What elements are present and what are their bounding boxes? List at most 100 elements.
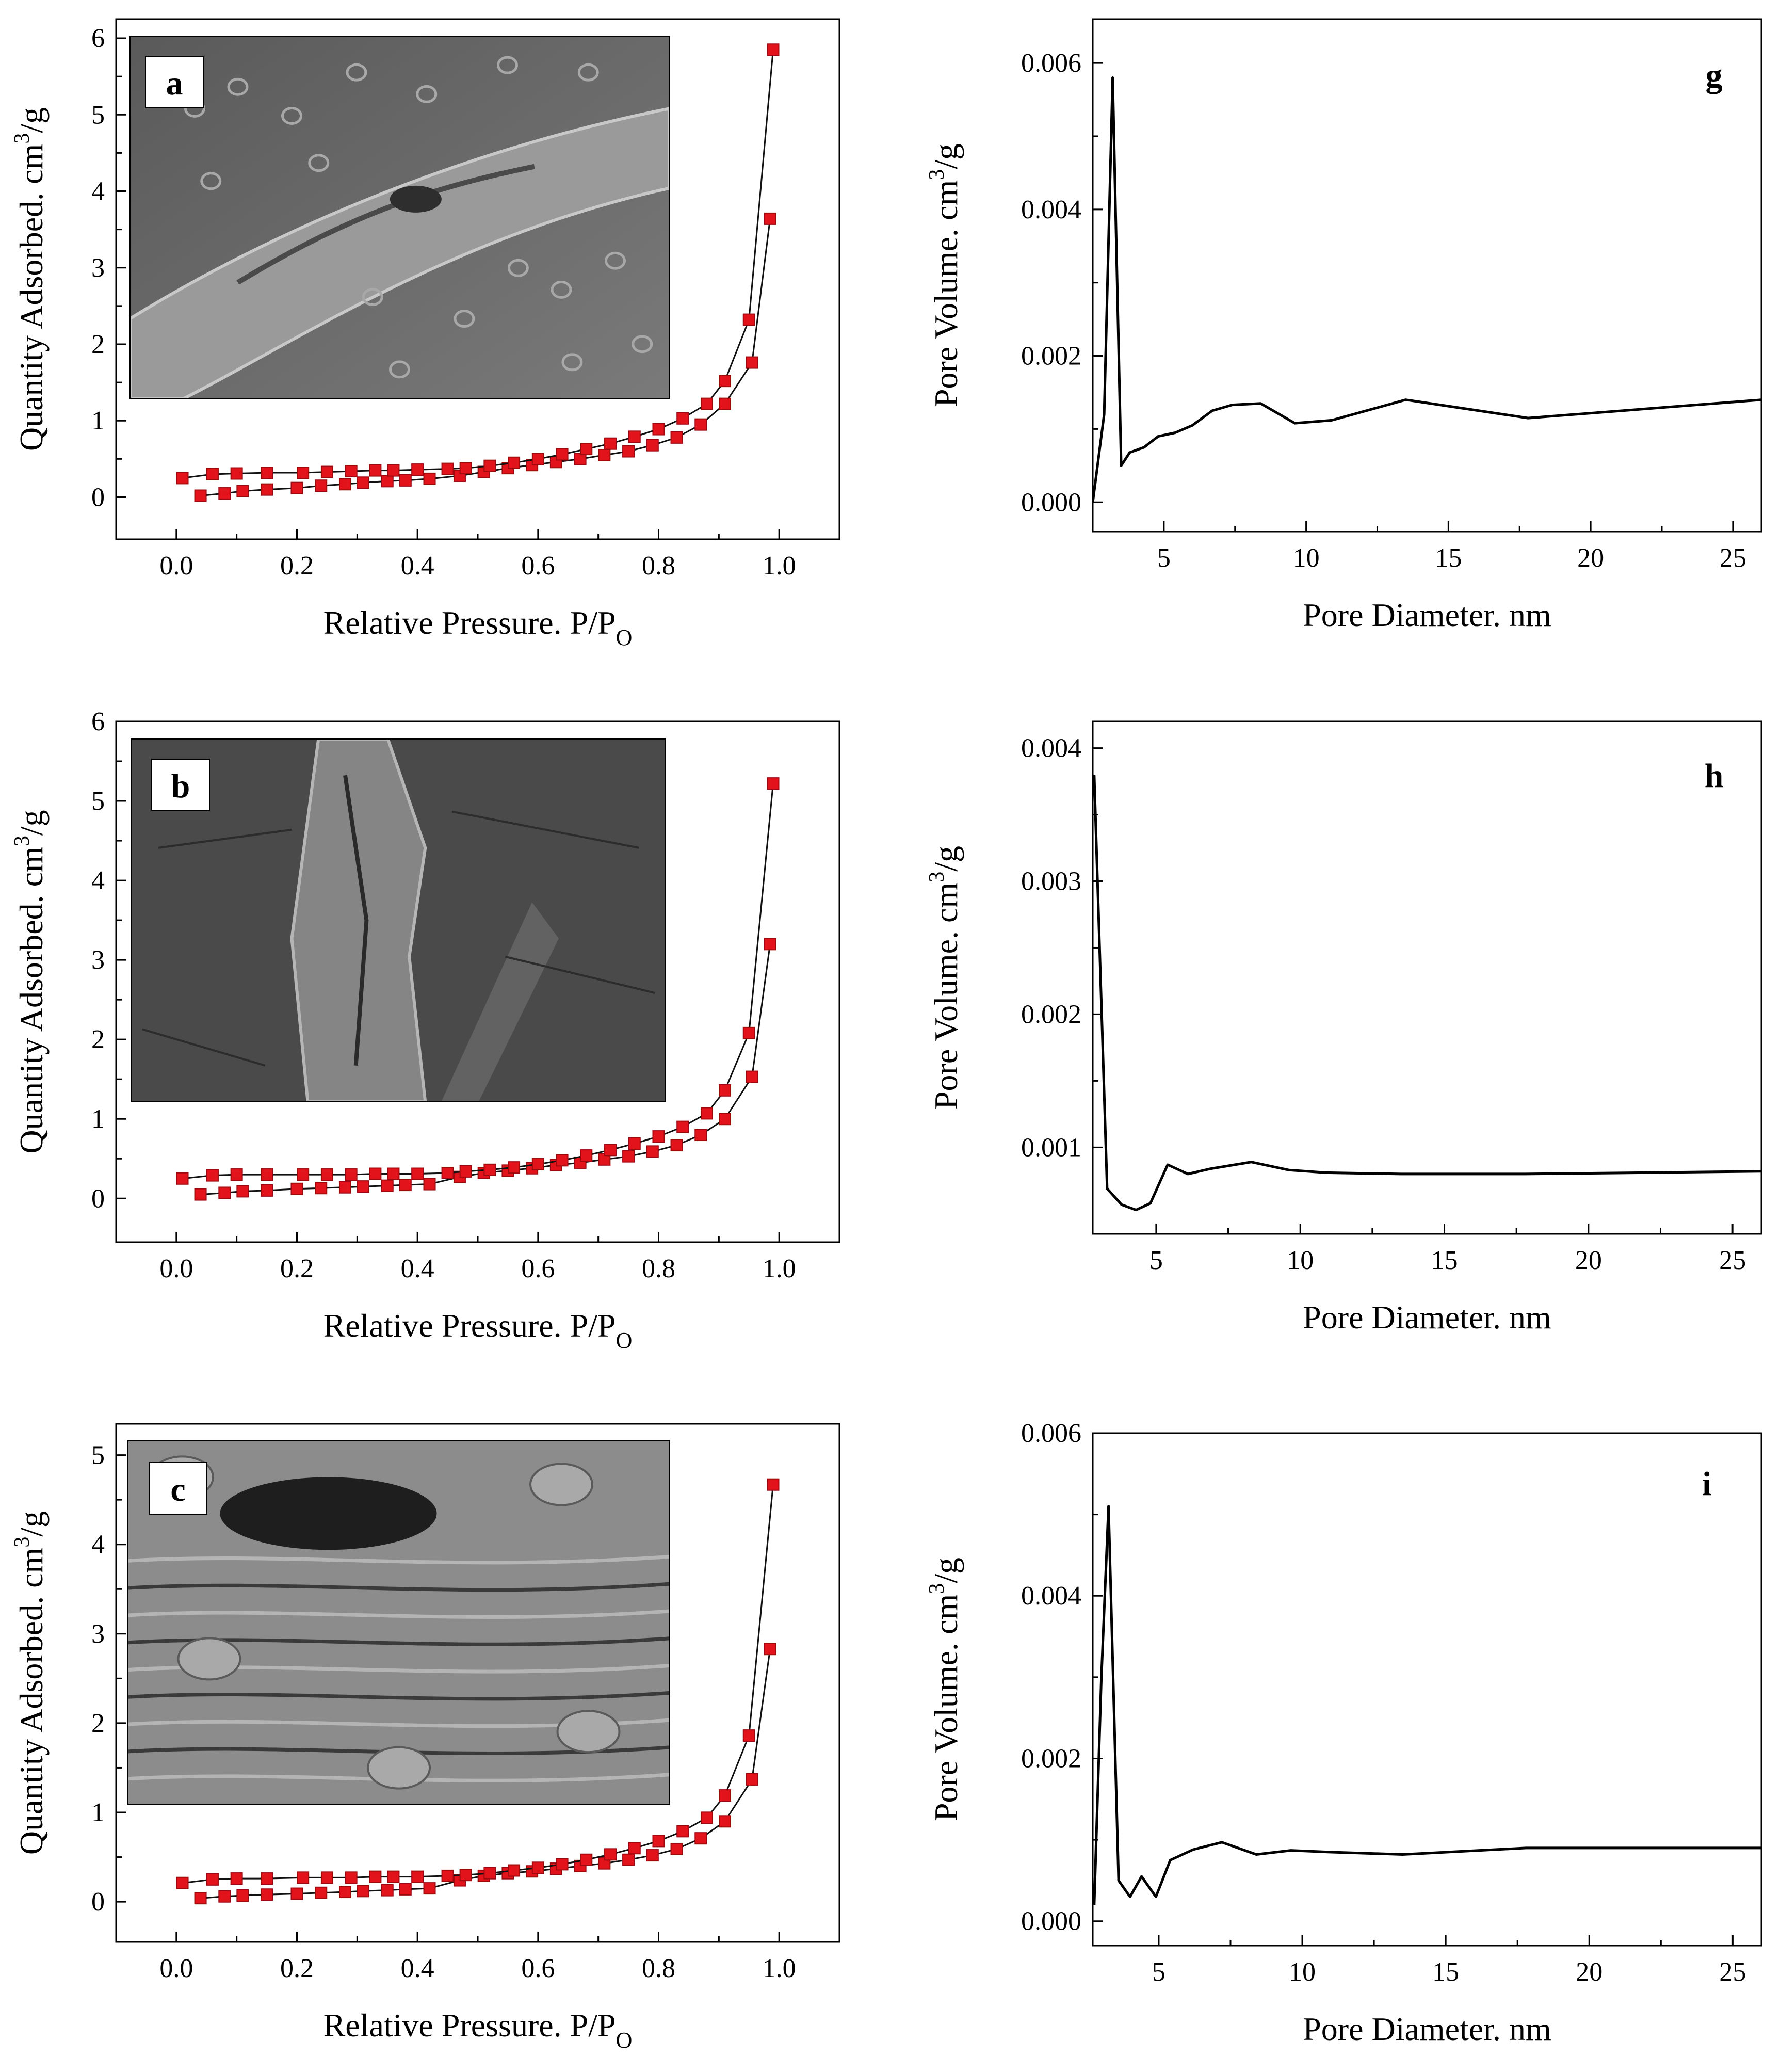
y-axis-label-unit: /g	[13, 810, 50, 836]
data-point-desorption	[508, 1161, 521, 1174]
flake-chunk	[556, 1710, 621, 1754]
data-point-adsorption	[290, 481, 303, 494]
data-point-desorption	[652, 1835, 665, 1848]
x-tick-label: 25	[1719, 1246, 1746, 1275]
y-tick-label: 0.002	[1021, 342, 1081, 371]
data-point-desorption	[700, 397, 713, 410]
data-point-adsorption	[670, 1842, 683, 1855]
panel-label-box	[145, 56, 204, 108]
layered-fragment	[290, 739, 427, 1102]
data-point-desorption	[320, 465, 333, 478]
fiber-edge	[236, 164, 535, 285]
data-point-adsorption	[764, 1643, 776, 1656]
data-point-adsorption	[338, 1181, 351, 1194]
data-point-desorption	[176, 1876, 189, 1889]
inset-texture	[130, 56, 669, 398]
data-point-desorption	[459, 1869, 472, 1882]
y-tick-label: 2	[91, 1025, 105, 1054]
surface-pit	[507, 259, 529, 277]
surface-pit	[454, 310, 475, 328]
inset-texture	[128, 1441, 670, 1804]
data-point-desorption	[556, 1154, 569, 1167]
x-axis-label-subscript: O	[616, 2028, 633, 2053]
y-axis-label-superscript: 3	[925, 1583, 949, 1594]
y-axis-label-superscript: 3	[925, 169, 949, 180]
data-point-adsorption	[719, 1815, 732, 1828]
data-point-desorption	[508, 456, 521, 469]
x-tick-label: 1.0	[763, 1954, 796, 1983]
y-axis-label: Quantity Adsorbed. cm3/g	[10, 810, 50, 1153]
surface-pit	[346, 63, 367, 82]
data-point-desorption	[441, 1166, 454, 1179]
x-tick-label: 0.4	[401, 1954, 434, 1983]
data-point-desorption	[556, 1858, 569, 1871]
sem-inset-image	[129, 36, 670, 399]
y-axis-label: Quantity Adsorbed. cm3/g	[10, 107, 50, 451]
data-point-adsorption	[381, 1884, 394, 1897]
data-point-adsorption	[670, 1139, 683, 1152]
data-point-desorption	[297, 1168, 310, 1181]
data-point-desorption	[580, 1853, 593, 1866]
y-tick-label: 3	[91, 1619, 105, 1649]
data-point-adsorption	[746, 356, 758, 369]
surface-pit	[577, 63, 599, 82]
series-group	[176, 1478, 780, 1905]
surface-pit	[389, 360, 410, 379]
y-tick-label: 0.002	[1021, 1744, 1081, 1773]
data-point-desorption	[387, 464, 400, 477]
x-tick-label: 0.6	[521, 551, 555, 581]
data-point-desorption	[483, 1163, 496, 1176]
pore-distribution-line	[1093, 1505, 1761, 1905]
plot-frame	[1092, 18, 1762, 533]
y-axis-label-unit: /g	[13, 107, 50, 133]
data-point-desorption	[742, 1026, 755, 1039]
y-axis-label: Quantity Adsorbed. cm3/g	[10, 1511, 50, 1855]
panel-label: c	[170, 1471, 185, 1508]
data-point-desorption	[628, 1842, 641, 1855]
data-point-desorption	[411, 463, 424, 476]
x-axis-label: Relative Pressure. P/PO	[323, 1307, 633, 1353]
y-tick-label: 1	[91, 1798, 105, 1827]
data-point-desorption	[700, 1107, 713, 1120]
data-point-desorption	[441, 1869, 454, 1882]
x-tick-label: 0.8	[642, 1254, 675, 1283]
surface-pit	[551, 280, 572, 299]
y-tick-label: 4	[91, 177, 105, 206]
panel-label: a	[166, 65, 183, 102]
data-point-desorption	[652, 423, 665, 436]
data-point-adsorption	[236, 1889, 249, 1902]
data-point-adsorption	[381, 475, 394, 488]
data-point-adsorption	[357, 476, 370, 489]
data-point-desorption	[320, 1168, 333, 1181]
y-tick-label: 0.006	[1021, 1419, 1081, 1448]
y-tick-label: 0.004	[1021, 195, 1081, 224]
panel-label: i	[1702, 1465, 1711, 1503]
data-point-desorption	[628, 430, 641, 443]
y-axis-label: Pore Volume. cm3/g	[925, 1557, 964, 1821]
data-point-desorption	[652, 1130, 665, 1143]
data-point-adsorption	[719, 1113, 732, 1126]
data-point-desorption	[719, 1084, 732, 1097]
y-tick-label: 0	[91, 1887, 105, 1917]
surface-pit	[605, 251, 626, 270]
data-point-adsorption	[622, 1150, 635, 1163]
panel-label-box	[151, 759, 210, 811]
data-point-desorption	[297, 1871, 310, 1884]
data-point-desorption	[206, 1873, 219, 1886]
data-point-adsorption	[399, 1883, 412, 1896]
data-point-desorption	[345, 1871, 358, 1884]
data-point-desorption	[320, 1871, 333, 1884]
flake-chunk	[177, 1637, 241, 1681]
chart-panel-c: 0.0 0.2 0.4 0.6 0.8 1.0 0 1 2 3 4 5 Relative Pressur…	[10, 1423, 840, 2053]
data-point-adsorption	[646, 1145, 659, 1158]
fiber-cavity	[390, 185, 442, 213]
sem-inset-image	[127, 1440, 670, 1805]
data-point-desorption	[580, 443, 593, 456]
chart-panel-a: 0.0 0.2 0.4 0.6 0.8 1.0 0 1 2 3 4 5 6 Relative Pressu…	[10, 18, 840, 650]
data-point-desorption	[531, 453, 544, 465]
substrate-crack	[158, 828, 292, 849]
x-tick-label: 0.0	[159, 551, 193, 581]
chart-panel-g: 5 10 15 20 25 0.000 0.002 0.004 0.006 Pore Diamet…	[925, 18, 1762, 633]
y-axis-label-superscript: 3	[10, 1537, 34, 1548]
data-point-desorption	[387, 1167, 400, 1180]
